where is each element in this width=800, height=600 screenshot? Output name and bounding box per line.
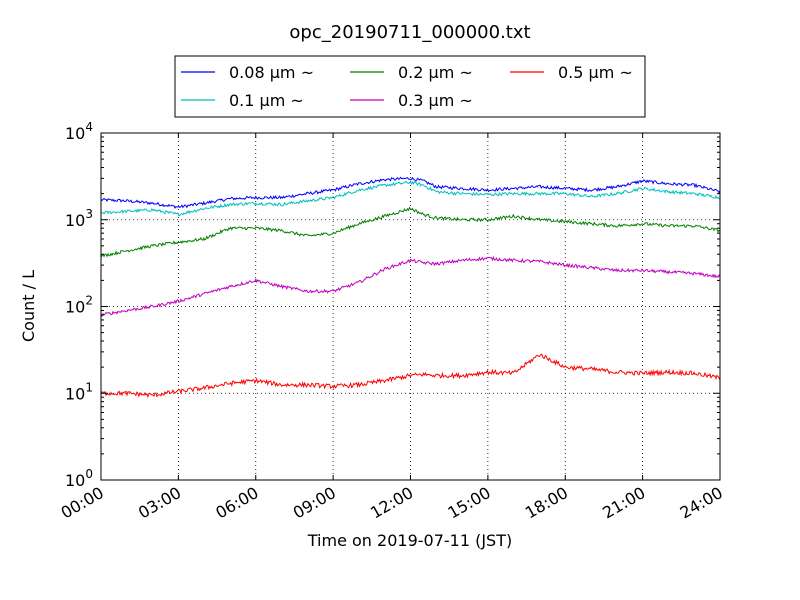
series-line: [100, 180, 721, 217]
y-tick-exponent: 0: [85, 467, 93, 481]
axis-ticks: [100, 132, 721, 481]
y-tick-base: 10: [65, 298, 85, 317]
legend-label: 0.3 μm ~: [398, 91, 473, 110]
y-tick-label: 101: [65, 380, 93, 403]
legend-box: [174, 55, 646, 118]
y-tick-exponent: 3: [85, 207, 93, 221]
series-line: [100, 176, 721, 210]
legend-label: 0.1 μm ~: [229, 91, 304, 110]
y-tick-base: 10: [65, 384, 85, 403]
y-tick-base: 10: [65, 124, 85, 143]
y-tick-base: 10: [65, 471, 85, 490]
y-tick-label: 100: [65, 467, 93, 490]
series-line: [100, 353, 721, 399]
y-tick-exponent: 4: [85, 120, 93, 134]
legend-label: 0.5 μm ~: [558, 63, 633, 82]
y-tick-exponent: 2: [85, 294, 93, 308]
series-lines: [100, 176, 721, 399]
y-tick-base: 10: [65, 211, 85, 230]
x-axis-label: Time on 2019-07-11 (JST): [307, 531, 512, 550]
series-line: [100, 255, 721, 318]
y-tick-label: 104: [65, 120, 93, 143]
legend-label: 0.08 μm ~: [229, 63, 314, 82]
legend-label: 0.2 μm ~: [398, 63, 473, 82]
y-tick-label: 102: [65, 294, 93, 317]
chart-title: opc_20190711_000000.txt: [289, 22, 530, 43]
y-tick-label: 103: [65, 207, 93, 230]
plot-area: [101, 133, 720, 480]
legend: 0.08 μm ~ 0.1 μm ~ 0.2 μm ~ 0.3 μm ~ 0.5 μm …: [174, 55, 646, 118]
series-line: [100, 206, 721, 258]
y-axis-label: Count / L: [19, 270, 38, 342]
y-tick-exponent: 1: [85, 380, 93, 394]
